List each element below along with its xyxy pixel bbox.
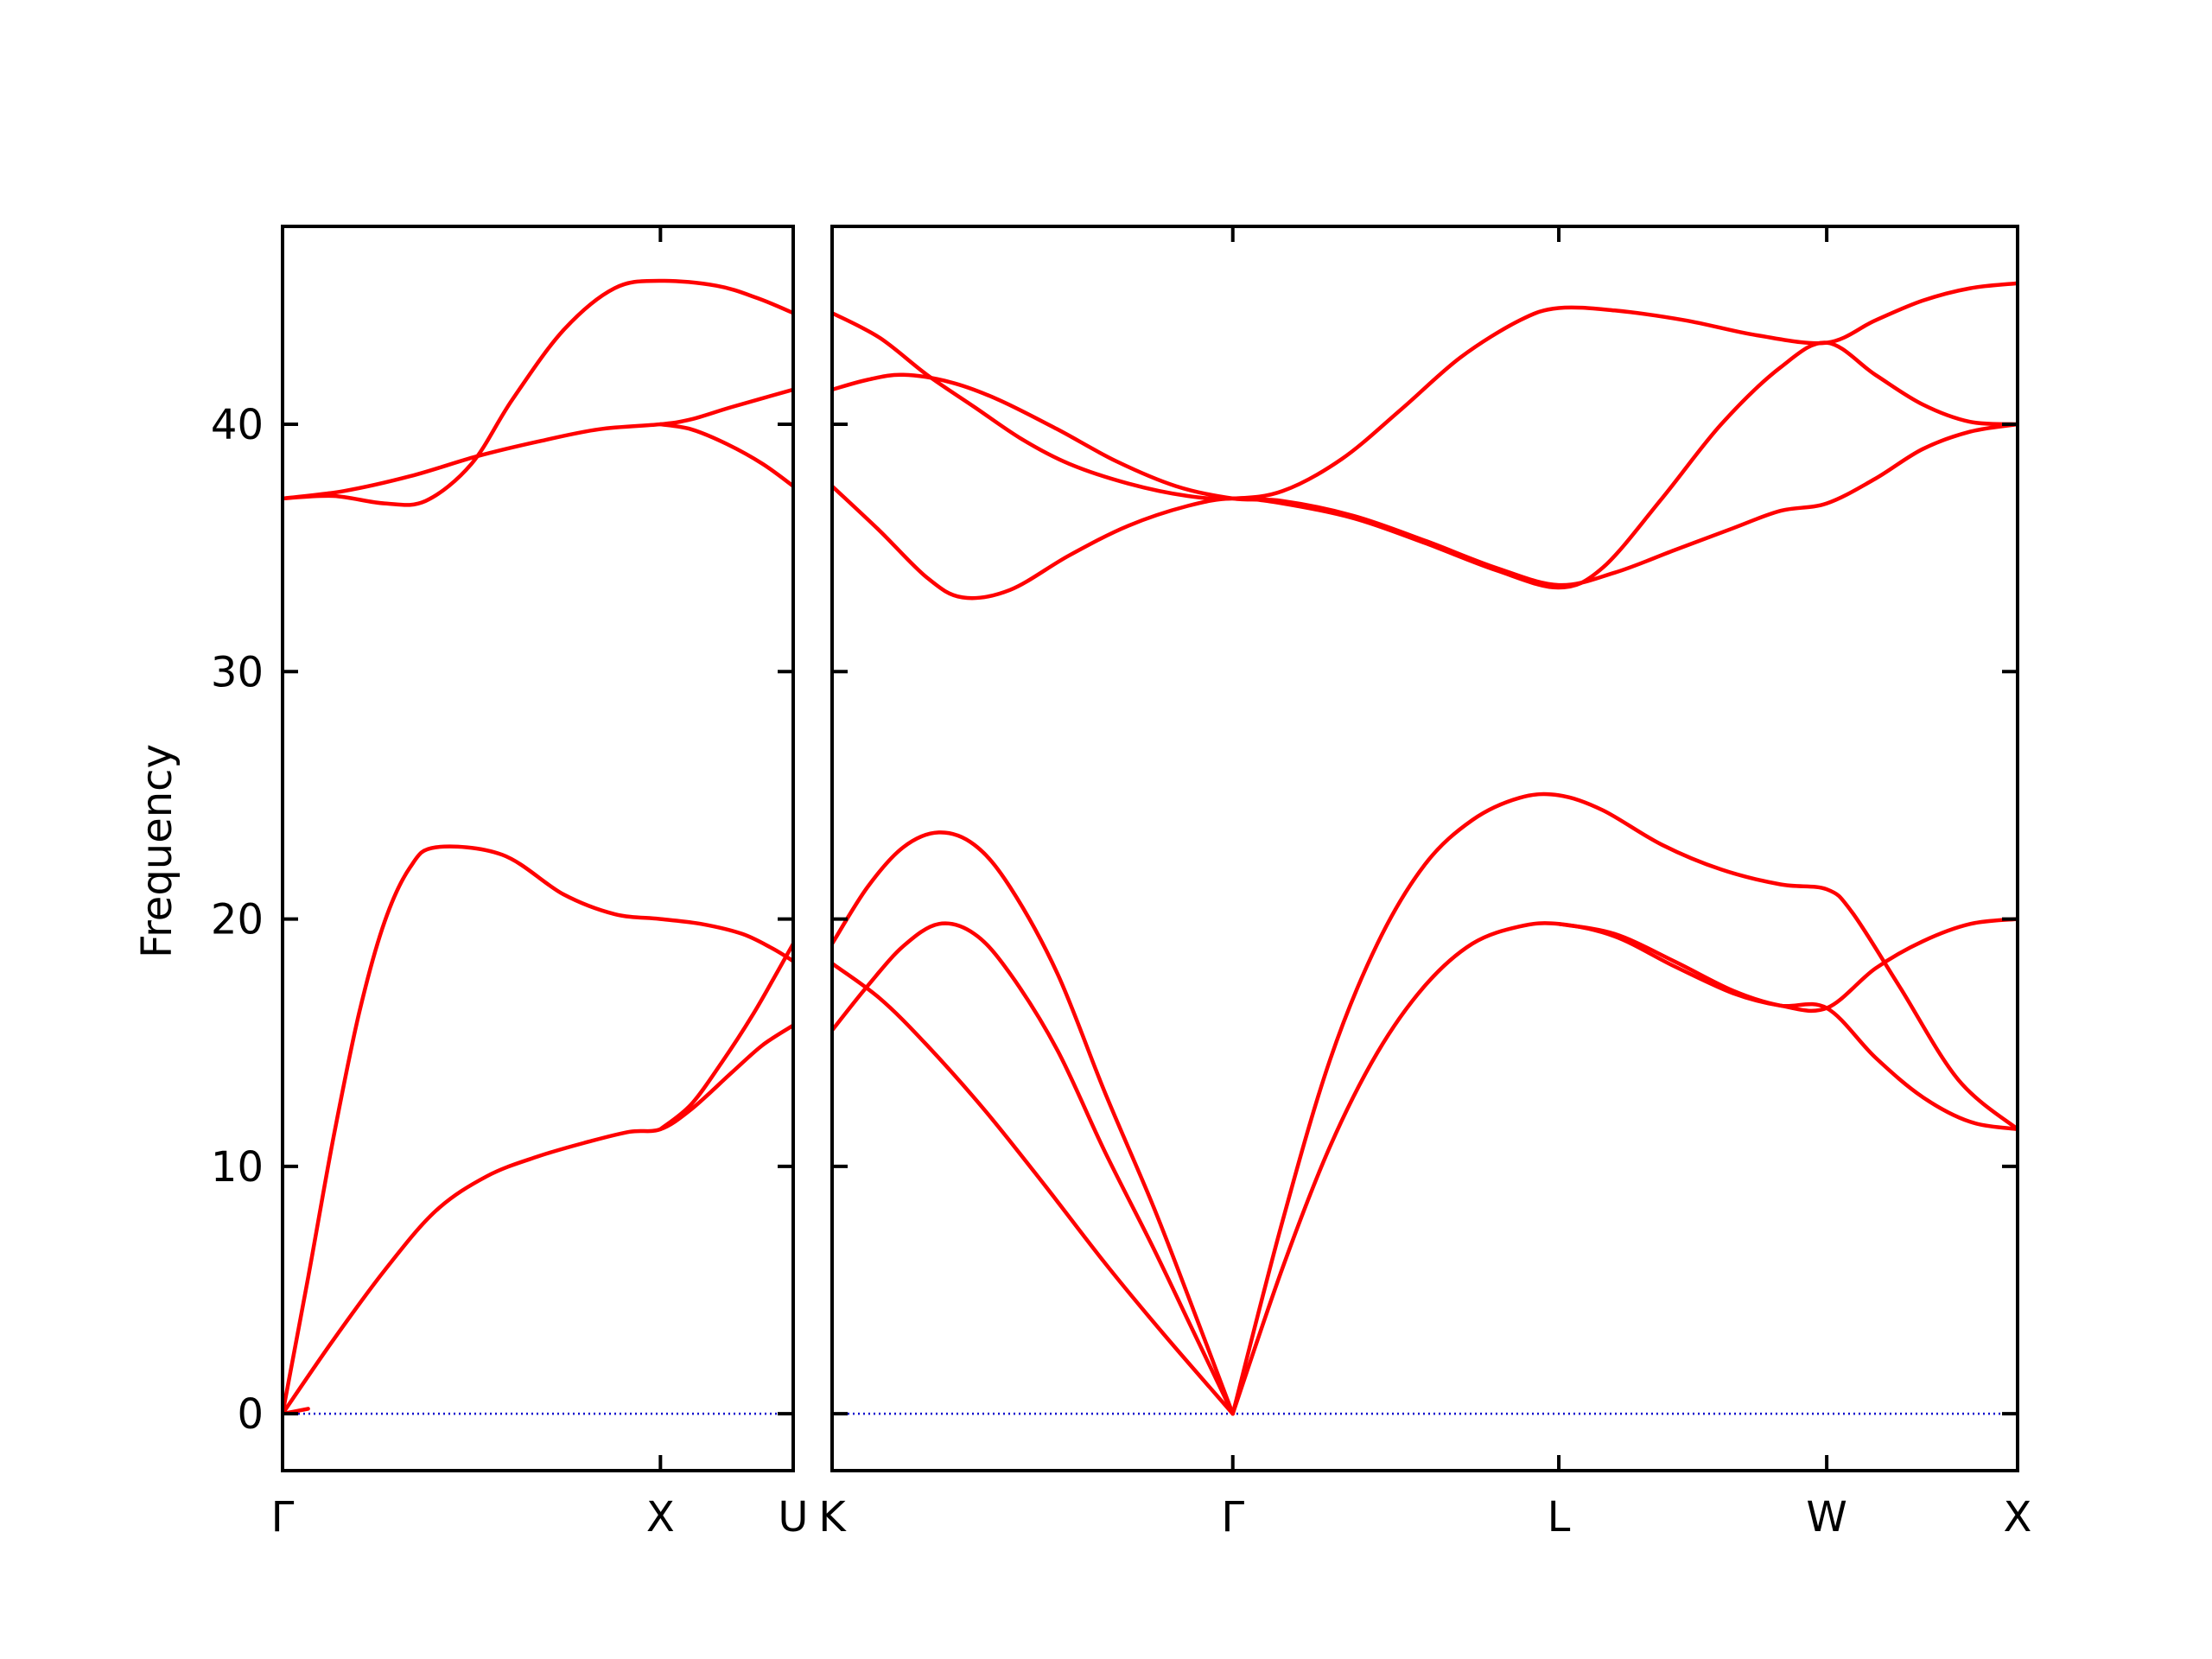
band-line: [832, 372, 2018, 588]
x-tick-label: X: [2004, 1493, 2032, 1541]
bands-left: [283, 278, 793, 1416]
bands: [283, 278, 2018, 1416]
band-line: [283, 387, 793, 501]
bands-right: [832, 281, 2018, 1416]
panel-frames: [281, 225, 2019, 1472]
band-line: [1230, 921, 2018, 1416]
band-line: [832, 921, 1235, 1416]
x-tick-label: K: [818, 1493, 847, 1541]
x-tick-label: W: [1806, 1493, 1847, 1541]
y-tick-label: 10: [211, 1143, 264, 1192]
band-line: [658, 941, 793, 1132]
band-line: [832, 281, 2018, 501]
y-tick-label: 20: [211, 896, 264, 944]
ticks: [283, 226, 2018, 1471]
band-line: [832, 961, 1235, 1416]
y-axis-label: Frequency: [133, 744, 181, 958]
band-line: [1556, 917, 2018, 1014]
y-tick-label: 30: [211, 648, 264, 696]
y-tick-label: 0: [237, 1390, 264, 1439]
x-tick-label: L: [1548, 1493, 1571, 1541]
x-tick-label: U: [778, 1493, 808, 1541]
band-line: [658, 422, 793, 488]
band-line: [832, 830, 1235, 1416]
y-tick-label: 40: [211, 401, 264, 449]
x-tick-label: Γ: [271, 1493, 295, 1541]
panel-frame-left: [281, 225, 795, 1472]
x-tick-label: X: [646, 1493, 675, 1541]
band-line: [832, 340, 2018, 601]
panel-frame-right: [830, 225, 2019, 1472]
tick-labels: 0 10 20 30 40 Γ X U K Γ L W X: [211, 401, 2032, 1541]
band-line: [283, 844, 793, 1416]
band-line: [1230, 791, 2018, 1416]
band-line: [283, 278, 793, 507]
band-line: [283, 1023, 793, 1416]
x-tick-label: Γ: [1221, 1493, 1244, 1541]
